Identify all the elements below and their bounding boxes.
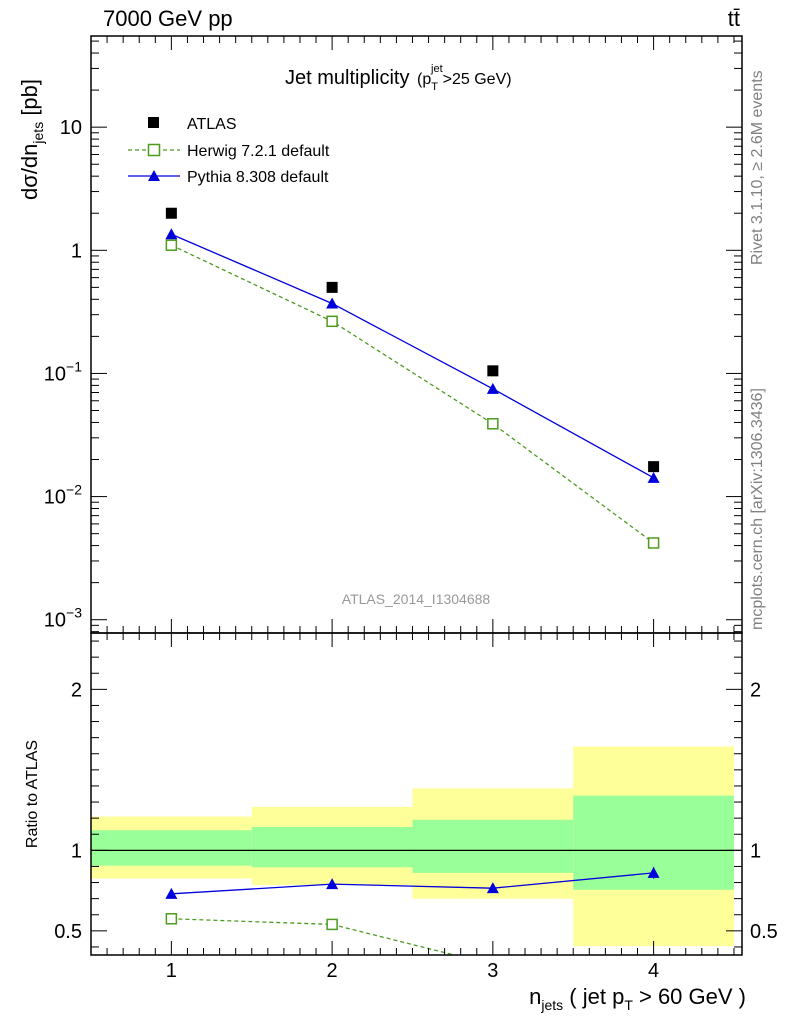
x-axis-label-sub: jets bbox=[540, 997, 563, 1013]
main-ylabel-text: dσ/dn bbox=[17, 144, 42, 200]
x-axis-label-sub2: T bbox=[624, 997, 633, 1013]
herwig-ratio-point bbox=[326, 918, 338, 931]
title-pt-sub: T bbox=[431, 81, 438, 93]
main-y-tick-label: 1 bbox=[71, 240, 82, 262]
rivet-label: Rivet 3.1.10, ≥ 2.6M events bbox=[749, 70, 766, 265]
pythia-ratio-point bbox=[326, 878, 339, 890]
mcplots-label: mcplots.cern.ch [arXiv:1306.3436] bbox=[749, 388, 766, 630]
pythia-data-point bbox=[647, 471, 660, 483]
legend-atlas-marker bbox=[148, 117, 159, 128]
x-tick-label: 2 bbox=[327, 960, 338, 982]
main-y-tick-label: 10−2 bbox=[44, 482, 82, 509]
x-tick-label: 1 bbox=[166, 960, 177, 982]
legend: ATLAS Herwig 7.2.1 default Pythia 8.308 … bbox=[128, 116, 330, 186]
uncertainty-band-inner bbox=[251, 827, 413, 868]
legend-herwig-marker bbox=[147, 143, 161, 157]
title-paren-close: ) bbox=[506, 71, 511, 88]
x-axis-label-tail: > 60 GeV ) bbox=[633, 984, 746, 1009]
herwig-ratio-line bbox=[171, 918, 457, 955]
herwig-data-point bbox=[487, 418, 499, 430]
atlas-data-point bbox=[648, 461, 660, 473]
title-pt-sup: jet bbox=[430, 63, 443, 75]
ratio-plot-frame bbox=[90, 632, 743, 956]
energy-label: 7000 GeV pp bbox=[103, 6, 233, 31]
x-tick-label: 3 bbox=[487, 960, 498, 982]
main-ylabel-sub: jets bbox=[30, 122, 46, 145]
herwig-line bbox=[171, 244, 654, 544]
herwig-ratio-point bbox=[165, 913, 178, 925]
ratio-y-tick-label-right: 2 bbox=[750, 679, 761, 701]
main-y-tick-label: 10 bbox=[60, 117, 82, 139]
title-paren: ( bbox=[417, 71, 423, 88]
main-y-tick-exp: −2 bbox=[66, 482, 82, 498]
ratio-y-tick-label-right: 0.5 bbox=[750, 921, 778, 943]
main-ylabel: dσ/dnjets [pb] bbox=[17, 79, 46, 200]
atlas-data-point bbox=[487, 365, 499, 377]
atlas-data-point bbox=[165, 207, 177, 219]
herwig-data-point bbox=[647, 537, 660, 549]
pythia-ratio-point bbox=[165, 887, 178, 899]
main-y-tick-exp: −1 bbox=[66, 358, 82, 374]
pythia-data-point bbox=[486, 382, 499, 394]
pythia-data-point bbox=[165, 228, 178, 240]
title-pt: p bbox=[422, 71, 431, 88]
analysis-watermark: ATLAS_2014_I1304688 bbox=[342, 591, 491, 607]
herwig-data-point bbox=[165, 239, 178, 251]
main-y-tick-base: 10 bbox=[44, 610, 66, 632]
title-cut: >25 GeV bbox=[443, 71, 507, 88]
main-y-tick-base: 10 bbox=[44, 363, 66, 385]
main-y-tick-exp: −3 bbox=[66, 605, 82, 621]
x-axis-label-main: n bbox=[529, 984, 541, 1009]
x-axis-label-mid: ( jet p bbox=[563, 984, 624, 1009]
atlas-data-point bbox=[326, 281, 338, 293]
chart-title-main: Jet multiplicity bbox=[285, 67, 409, 89]
main-ylabel-unit: [pb] bbox=[17, 79, 42, 122]
main-y-tick-label: 10−1 bbox=[44, 358, 82, 385]
x-tick-label: 4 bbox=[648, 960, 659, 982]
uncertainty-band-inner bbox=[412, 819, 574, 873]
chart-title: Jet multiplicity (pTjet>25 GeV) bbox=[285, 63, 512, 93]
legend-pythia-marker bbox=[148, 170, 160, 181]
herwig-data-point bbox=[326, 315, 338, 328]
ratio-y-tick-label-left: 1 bbox=[71, 840, 82, 862]
uncertainty-band-inner bbox=[91, 830, 252, 866]
ratio-y-tick-label-left: 0.5 bbox=[54, 921, 82, 943]
pythia-ratio-point bbox=[486, 882, 499, 894]
legend-herwig-label: Herwig 7.2.1 default bbox=[187, 143, 330, 160]
ratio-ylabel: Ratio to ATLAS bbox=[24, 740, 41, 848]
pythia-line bbox=[171, 233, 654, 479]
legend-pythia-label: Pythia 8.308 default bbox=[187, 169, 329, 186]
main-y-tick-label: 10−3 bbox=[44, 605, 82, 632]
pythia-data-point bbox=[326, 297, 339, 309]
ratio-y-tick-label-left: 2 bbox=[71, 679, 82, 701]
legend-atlas-label: ATLAS bbox=[187, 116, 237, 133]
main-y-tick-base: 10 bbox=[44, 487, 66, 509]
x-axis-label: njets ( jet pT > 60 GeV ) bbox=[529, 984, 746, 1013]
pythia-ratio-line bbox=[171, 872, 654, 895]
ratio-y-tick-label-right: 1 bbox=[750, 840, 761, 862]
pythia-ratio-point bbox=[647, 866, 660, 878]
process-label: tt̄ bbox=[728, 6, 740, 31]
